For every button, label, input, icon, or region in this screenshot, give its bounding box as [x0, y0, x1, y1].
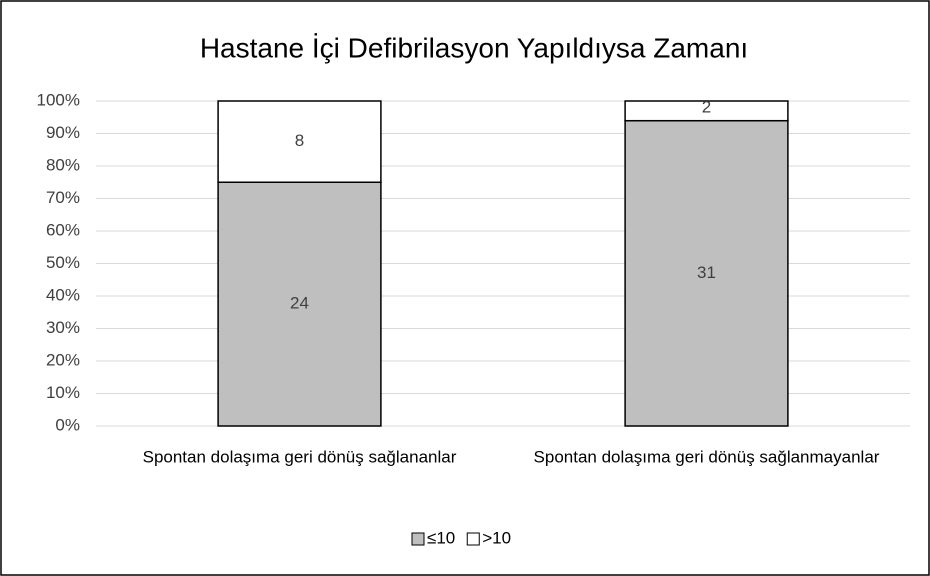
bar-segment	[217, 100, 382, 183]
y-tick-label: 50%	[46, 253, 80, 272]
y-tick-label: 90%	[46, 123, 80, 142]
y-tick-label: 100%	[37, 90, 80, 109]
data-label: 2	[702, 97, 711, 116]
y-tick-label: 10%	[46, 383, 80, 402]
data-label: 8	[295, 131, 304, 150]
bar-segment	[217, 181, 382, 427]
data-label: 31	[697, 263, 716, 282]
y-tick-label: 80%	[46, 155, 80, 174]
chart-title: Hastane İçi Defibrilasyon Yapıldıysa Zam…	[200, 32, 748, 63]
x-tick-label: Spontan dolaşıma geri dönüş sağlanmayanl…	[534, 447, 880, 466]
y-tick-label: 60%	[46, 220, 80, 239]
bar-segment	[624, 100, 789, 122]
x-tick-label: Spontan dolaşıma geri dönüş sağlananlar	[143, 447, 457, 466]
y-tick-label: 70%	[46, 188, 80, 207]
legend-label: >10	[482, 528, 511, 547]
y-tick-label: 20%	[46, 350, 80, 369]
data-label: 24	[290, 294, 309, 313]
legend-swatch	[466, 532, 480, 546]
y-tick-label: 0%	[55, 415, 80, 434]
y-tick-label: 40%	[46, 285, 80, 304]
legend-label: ≤10	[427, 528, 455, 547]
y-tick-label: 30%	[46, 318, 80, 337]
legend-swatch	[411, 532, 425, 546]
bar-segment	[624, 119, 789, 427]
